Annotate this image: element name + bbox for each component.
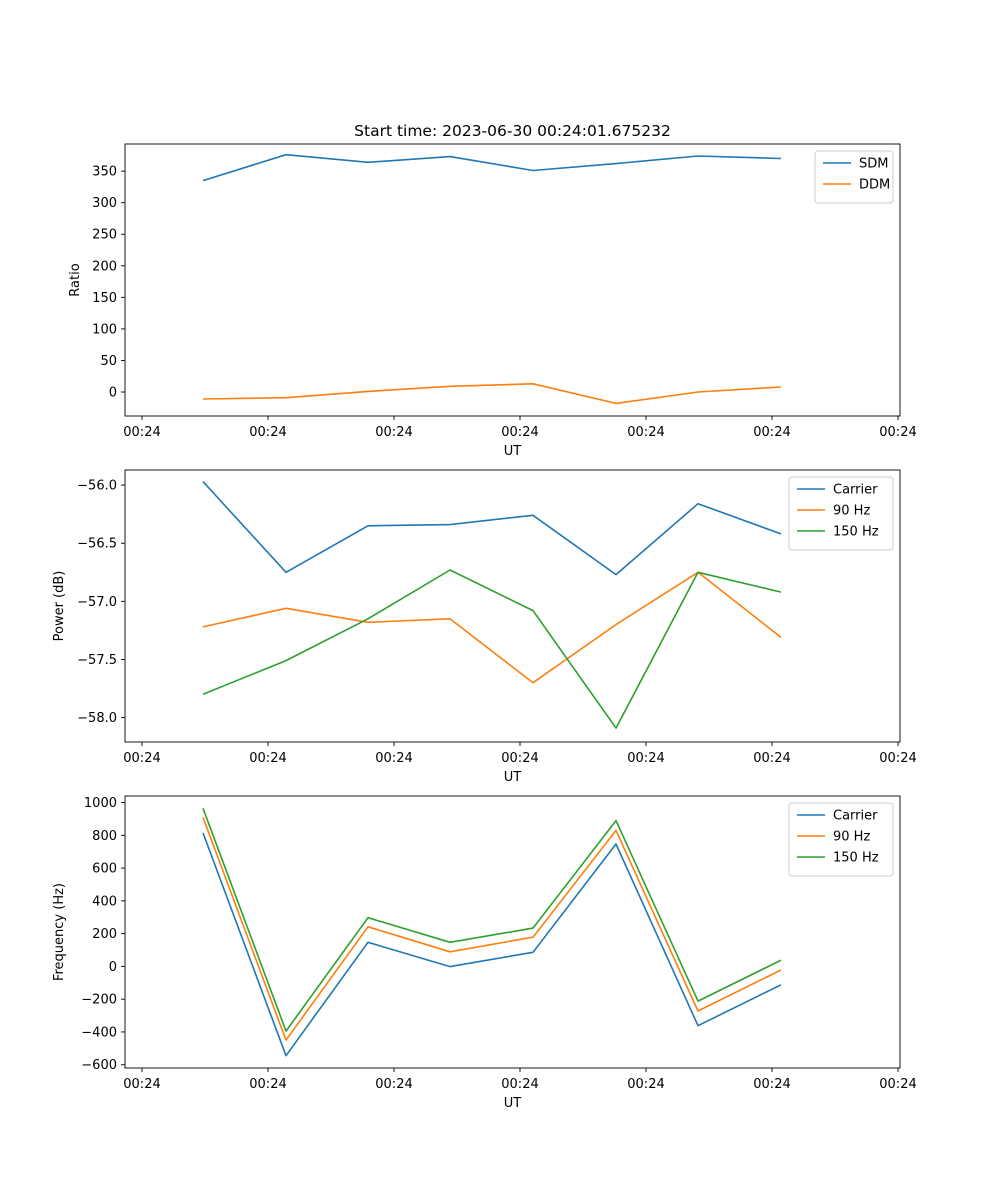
- x-tick-label: 00:24: [879, 425, 916, 440]
- x-tick-label: 00:24: [627, 1077, 664, 1092]
- legend-entry: 90 Hz: [833, 504, 870, 519]
- y-tick-label: 1000: [84, 796, 117, 811]
- y-tick-label: 0: [109, 960, 117, 975]
- series-line-sdm: [202, 153, 782, 182]
- series-line-90-hz: [202, 817, 782, 1041]
- y-tick-label: −57.0: [77, 595, 117, 610]
- y-tick-label: −58.0: [77, 711, 117, 726]
- x-tick-label: 00:24: [501, 425, 538, 440]
- y-tick-label: 200: [92, 259, 117, 274]
- y-tick-label: 100: [92, 322, 117, 337]
- y-tick-label: 300: [92, 196, 117, 211]
- y-tick-label: −400: [81, 1025, 117, 1040]
- x-tick-label: 00:24: [501, 1077, 538, 1092]
- x-tick-label: 00:24: [753, 751, 790, 766]
- x-tick-label: 00:24: [753, 1077, 790, 1092]
- legend-entry: 150 Hz: [833, 525, 879, 540]
- axes-frame: [124, 795, 901, 1069]
- x-tick-label: 00:24: [123, 751, 160, 766]
- axes-frame: [124, 143, 901, 417]
- y-tick-label: −600: [81, 1058, 117, 1073]
- series-line-150-hz: [202, 569, 782, 729]
- y-tick-label: 400: [92, 894, 117, 909]
- y-tick-label: 800: [92, 829, 117, 844]
- legend: Carrier 90 Hz 150 Hz: [788, 476, 894, 551]
- legend-entry: DDM: [859, 178, 890, 193]
- y-tick-label: 50: [100, 354, 117, 369]
- y-tick-label: −57.5: [77, 653, 117, 668]
- legend-box: [814, 150, 894, 204]
- y-tick-label: −56.5: [77, 537, 117, 552]
- y-tick-label: −56.0: [77, 479, 117, 494]
- legend-entry: 90 Hz: [833, 830, 870, 845]
- x-tick-label: 00:24: [879, 751, 916, 766]
- y-tick-label: 600: [92, 862, 117, 877]
- x-tick-label: 00:24: [249, 751, 286, 766]
- x-tick-label: 00:24: [627, 751, 664, 766]
- legend-entry: Carrier: [833, 809, 878, 824]
- legend: Carrier 90 Hz 150 Hz: [788, 802, 894, 877]
- x-tick-label: 00:24: [375, 425, 412, 440]
- x-tick-label: 00:24: [375, 1077, 412, 1092]
- x-axis-label: UT: [504, 1096, 522, 1111]
- y-tick-label: 350: [92, 165, 117, 180]
- x-tick-label: 00:24: [879, 1077, 916, 1092]
- series-line-carrier: [202, 481, 782, 576]
- y-tick-label: 0: [109, 386, 117, 401]
- legend-entry: SDM: [859, 157, 888, 172]
- y-axis-label: Frequency (Hz): [52, 883, 67, 981]
- y-tick-label: 150: [92, 291, 117, 306]
- y-tick-label: 250: [92, 228, 117, 243]
- series-line-150-hz: [202, 808, 782, 1032]
- series-line-carrier: [202, 832, 782, 1057]
- x-axis-label: UT: [504, 770, 522, 785]
- y-axis-label: Ratio: [68, 263, 83, 296]
- x-tick-label: 00:24: [375, 751, 412, 766]
- x-tick-label: 00:24: [753, 425, 790, 440]
- x-tick-label: 00:24: [123, 1077, 160, 1092]
- x-axis-label: UT: [504, 444, 522, 459]
- legend-entry: 150 Hz: [833, 851, 879, 866]
- x-tick-label: 00:24: [501, 751, 538, 766]
- panel-3: 00:24 00:24 00:24 00:24 00:24 00:24 00:24 UT −60…: [52, 795, 917, 1111]
- x-tick-label: 00:24: [123, 425, 160, 440]
- x-tick-label: 00:24: [249, 1077, 286, 1092]
- panel-1: 00:24 00:24 00:24 00:24 00:24 00:24 00:24 UT 0 50…: [68, 143, 917, 459]
- y-tick-label: −200: [81, 993, 117, 1008]
- axes-frame: [124, 469, 901, 743]
- series-line-ddm: [202, 382, 782, 405]
- y-tick-label: 200: [92, 927, 117, 942]
- figure-title: Start time: 2023-06-30 00:24:01.675232: [354, 122, 671, 140]
- panels: 00:24 00:24 00:24 00:24 00:24 00:24 00:24 UT 0 50…: [52, 143, 917, 1111]
- x-tick-label: 00:24: [249, 425, 286, 440]
- legend: SDM DDM: [814, 150, 894, 204]
- panel-2: 00:24 00:24 00:24 00:24 00:24 00:24 00:24 UT −58…: [52, 469, 917, 785]
- legend-entry: Carrier: [833, 483, 878, 498]
- x-tick-label: 00:24: [627, 425, 664, 440]
- series-line-90-hz: [202, 571, 782, 684]
- y-axis-label: Power (dB): [52, 571, 67, 642]
